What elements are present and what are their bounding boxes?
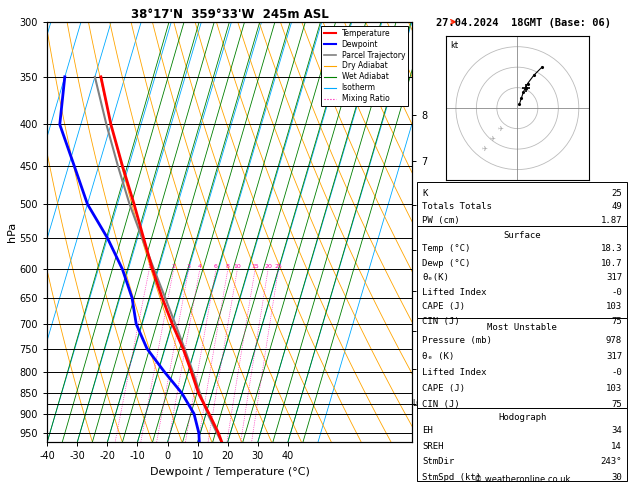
Text: 317: 317 <box>606 273 622 282</box>
Text: 25: 25 <box>274 264 282 269</box>
Text: PW (cm): PW (cm) <box>422 216 460 225</box>
Text: Most Unstable: Most Unstable <box>487 323 557 332</box>
Text: 103: 103 <box>606 384 622 394</box>
Text: 10.7: 10.7 <box>601 259 622 268</box>
Text: 4: 4 <box>198 264 202 269</box>
Text: 18.3: 18.3 <box>601 244 622 253</box>
Text: LCL: LCL <box>413 399 426 408</box>
Text: Lifted Index: Lifted Index <box>422 368 487 378</box>
Text: Totals Totals: Totals Totals <box>422 202 492 211</box>
Y-axis label: km
ASL: km ASL <box>432 221 450 243</box>
Text: θₑ (K): θₑ (K) <box>422 352 454 362</box>
Y-axis label: hPa: hPa <box>7 222 17 242</box>
Text: EH: EH <box>422 426 433 435</box>
X-axis label: Dewpoint / Temperature (°C): Dewpoint / Temperature (°C) <box>150 467 309 477</box>
Text: 1: 1 <box>147 264 151 269</box>
Text: ✈: ✈ <box>482 146 487 152</box>
Text: 10: 10 <box>233 264 242 269</box>
Text: 6: 6 <box>214 264 218 269</box>
Text: © weatheronline.co.uk: © weatheronline.co.uk <box>474 474 571 484</box>
Text: 317: 317 <box>606 352 622 362</box>
Text: 30: 30 <box>611 473 622 482</box>
Text: 1.87: 1.87 <box>601 216 622 225</box>
Text: StmDir: StmDir <box>422 457 454 467</box>
Text: 3: 3 <box>187 264 191 269</box>
Text: 75: 75 <box>611 400 622 410</box>
Text: 25: 25 <box>611 189 622 198</box>
Text: StmSpd (kt): StmSpd (kt) <box>422 473 481 482</box>
Text: 8: 8 <box>226 264 230 269</box>
Text: ✈: ✈ <box>490 136 496 142</box>
Text: 15: 15 <box>251 264 259 269</box>
Legend: Temperature, Dewpoint, Parcel Trajectory, Dry Adiabat, Wet Adiabat, Isotherm, Mi: Temperature, Dewpoint, Parcel Trajectory… <box>321 26 408 106</box>
Text: CAPE (J): CAPE (J) <box>422 384 465 394</box>
Text: CIN (J): CIN (J) <box>422 317 460 326</box>
Text: 978: 978 <box>606 336 622 346</box>
Text: Pressure (mb): Pressure (mb) <box>422 336 492 346</box>
Text: Lifted Index: Lifted Index <box>422 288 487 297</box>
Text: 27.04.2024  18GMT (Base: 06): 27.04.2024 18GMT (Base: 06) <box>436 18 611 29</box>
Text: -0: -0 <box>611 368 622 378</box>
Text: kt: kt <box>450 40 458 50</box>
Text: CIN (J): CIN (J) <box>422 400 460 410</box>
Text: 20: 20 <box>264 264 272 269</box>
Text: -0: -0 <box>611 288 622 297</box>
Title: 38°17'N  359°33'W  245m ASL: 38°17'N 359°33'W 245m ASL <box>131 8 328 21</box>
Text: Dewp (°C): Dewp (°C) <box>422 259 470 268</box>
Text: CAPE (J): CAPE (J) <box>422 302 465 312</box>
Text: Temp (°C): Temp (°C) <box>422 244 470 253</box>
Text: Surface: Surface <box>503 231 541 240</box>
Text: 75: 75 <box>611 317 622 326</box>
Text: 14: 14 <box>611 442 622 451</box>
Text: SREH: SREH <box>422 442 443 451</box>
Text: K: K <box>422 189 428 198</box>
Text: 49: 49 <box>611 202 622 211</box>
Text: ✈: ✈ <box>498 125 504 132</box>
Text: Hodograph: Hodograph <box>498 413 546 422</box>
Text: 103: 103 <box>606 302 622 312</box>
Text: 2: 2 <box>172 264 175 269</box>
Text: 34: 34 <box>611 426 622 435</box>
Text: 243°: 243° <box>601 457 622 467</box>
Text: θₑ(K): θₑ(K) <box>422 273 449 282</box>
